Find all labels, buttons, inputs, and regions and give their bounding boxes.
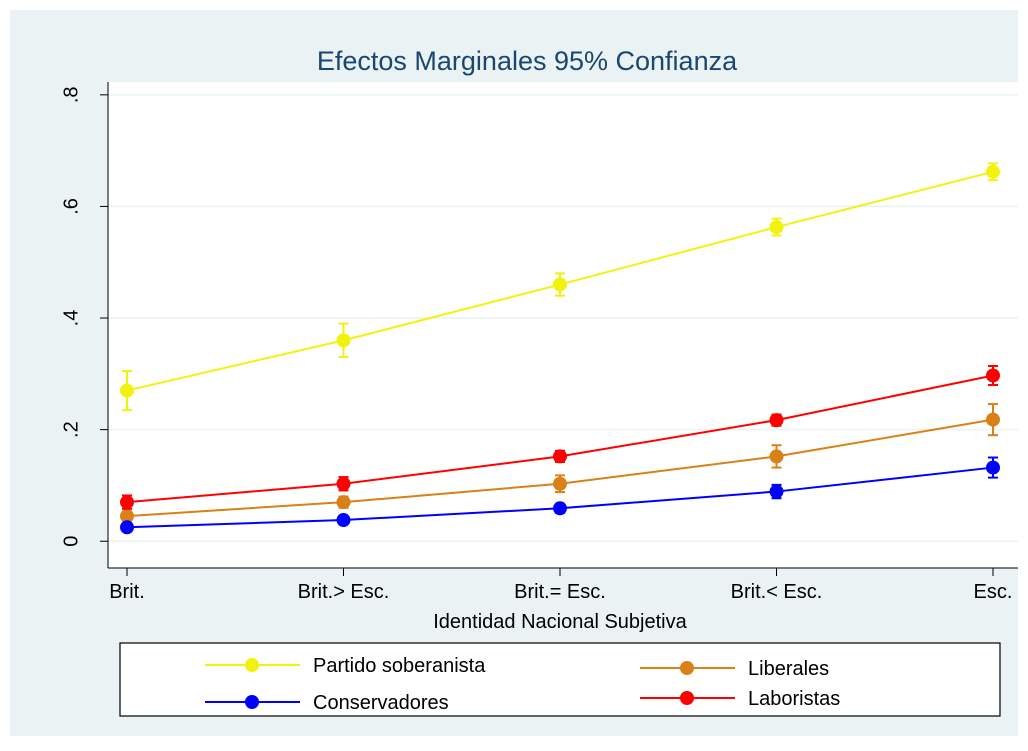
point [336,513,351,528]
x-tick-label: Esc. [974,581,1013,603]
y-tick-label: .4 [60,310,82,327]
point [553,476,567,491]
point [336,495,351,510]
point [986,460,1000,475]
point [553,277,567,292]
y-tick-label: .2 [60,421,82,438]
point [769,220,784,235]
y-tick-label: 0 [60,536,82,547]
point [769,449,784,464]
legend-box [119,642,1001,717]
legend-marker [245,695,259,709]
point [120,495,134,510]
point [553,501,567,516]
legend-label: Liberales [748,658,829,680]
x-tick-label: Brit.< Esc. [731,581,823,603]
legend-label: Conservadores [313,692,449,714]
point [986,368,1000,383]
point [986,164,1000,179]
y-tick-label: .8 [60,86,82,103]
point [120,520,134,535]
x-tick-label: Brit. [109,581,145,603]
point [769,413,784,428]
chart-title: Efectos Marginales 95% Confianza [317,46,738,76]
legend-label: Laboristas [748,688,840,710]
legend-marker [245,658,259,672]
point [336,476,351,491]
x-axis-label: Identidad Nacional Subjetiva [433,611,687,633]
legend-marker [680,691,694,705]
x-tick-label: Brit.> Esc. [298,581,390,603]
point [336,333,351,348]
point [986,412,1000,427]
legend-marker [680,661,694,675]
point [120,509,134,524]
legend-label: Partido soberanista [313,655,486,677]
y-tick-label: .6 [60,198,82,215]
plot-area [108,82,1018,568]
point [120,383,134,398]
point [769,484,784,499]
x-tick-label: Brit.= Esc. [514,581,606,603]
point [553,449,567,464]
